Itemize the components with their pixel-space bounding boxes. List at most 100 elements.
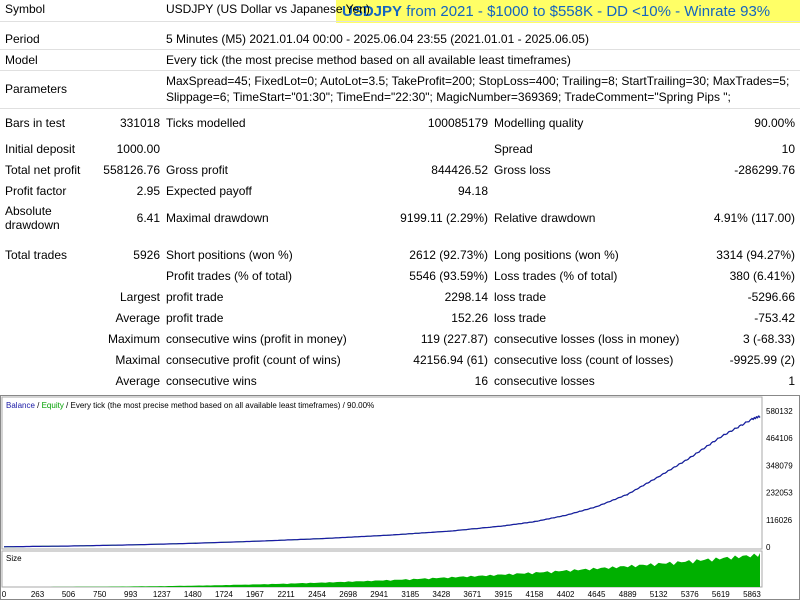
x-tick-label: 5132 [650,590,668,599]
long-label: Long positions (won %) [494,248,619,262]
max-losses-value: 3 (-68.33) [742,332,795,346]
largest-prefix: Largest [119,290,160,304]
maximal-loss-value: -9925.99 (2) [729,353,795,367]
balance-chart: Balance / Equity / Every tick (the most … [0,395,800,600]
maximal-profit-label: consecutive profit (count of wins) [166,353,341,367]
x-tick-label: 2941 [370,590,388,599]
largest-profit-value: 2298.14 [444,290,488,304]
absdd-label-2: drawdown [5,218,60,232]
parameters-line-1: MaxSpread=45; FixedLot=0; AutoLot=3.5; T… [166,74,790,88]
x-tick-label: 4158 [526,590,544,599]
x-tick-label: 3915 [495,590,513,599]
spread-value: 10 [781,142,795,156]
payoff-value: 94.18 [457,184,488,198]
size-area [4,553,760,587]
absdd-label-1: Absolute [5,204,52,218]
maxdd-value: 9199.11 (2.29%) [400,211,488,225]
trades-value: 5926 [133,248,160,262]
series-balance-line [3,415,761,548]
period-label: Period [5,32,40,46]
long-value: 3314 (94.27%) [716,248,795,262]
legend-rest: / Every tick (the most precise method ba… [64,401,374,410]
grossprofit-label: Gross profit [166,163,229,177]
balance-plot-area [1,396,763,550]
maxdd-label: Maximal drawdown [166,211,269,225]
y-tick-label: 232053 [766,489,793,498]
average-prefix: Average [115,311,160,325]
model-label: Model [5,53,38,67]
average2-prefix: Average [115,374,160,388]
y-tick-label: 116026 [766,516,793,525]
grossloss-value: -286299.76 [734,163,795,177]
svg-text:Balance / Equity / Every tick: Balance / Equity / Every tick (the most … [6,401,374,410]
x-tick-label: 4889 [619,590,637,599]
maximal-profit-value: 42156.94 (61) [413,353,488,367]
x-tick-label: 506 [62,590,76,599]
avg-loss-value: -753.42 [754,311,795,325]
max-losses-label: consecutive losses (loss in money) [494,332,680,346]
avg-loss-label: loss trade [494,311,547,325]
grossprofit-value: 844426.52 [431,163,488,177]
ticks-label: Ticks modelled [166,116,246,130]
y-tick-label: 348079 [766,461,793,470]
size-label: Size [6,554,22,563]
largest-profit-label: profit trade [166,290,224,304]
x-tick-label: 3671 [463,590,481,599]
avg-wins-value: 16 [474,374,488,388]
symbol-row: Symbol USDJPY (US Dollar vs Japanese Yen… [0,2,800,20]
legend-balance: Balance [6,401,35,410]
avg-wins-label: consecutive wins [166,374,257,388]
x-tick-label: 4645 [588,590,606,599]
x-tick-label: 750 [93,590,107,599]
max-wins-label: consecutive wins (profit in money) [166,332,347,346]
x-tick-label: 2698 [339,590,357,599]
netprofit-label: Total net profit [5,163,81,177]
symbol-label: Symbol [5,2,46,16]
legend-equity: Equity [42,401,64,410]
deposit-value: 1000.00 [116,142,160,156]
y-tick-label: 0 [766,543,771,552]
banner-pair: USDJPY [342,3,403,20]
profitfactor-label: Profit factor [5,184,67,198]
model-value: Every tick (the most precise method base… [166,53,571,67]
deposit-label: Initial deposit [5,142,76,156]
bars-label: Bars in test [5,116,66,130]
maximum-prefix: Maximum [107,332,160,346]
max-wins-value: 119 (227.87) [420,332,488,346]
largest-loss-label: loss trade [494,290,547,304]
x-tick-label: 263 [31,590,45,599]
spread-label: Spread [494,142,533,156]
reldd-value: 4.91% (117.00) [713,211,795,225]
quality-label: Modelling quality [494,116,584,130]
quality-value: 90.00% [754,116,795,130]
maximal-prefix: Maximal [115,353,160,367]
parameters-line-2: Slippage=6; TimeStart="01:30"; TimeEnd="… [166,90,731,104]
title-banner: USDJPY from 2021 - $1000 to $558K - DD <… [336,0,800,23]
avg-losses-label: consecutive losses [494,374,595,388]
short-label: Short positions (won %) [166,248,293,262]
y-tick-label: 464106 [766,434,793,443]
legend-sep: / [35,401,42,410]
x-tick-label: 0 [2,590,7,599]
losstrades-value: 380 (6.41%) [729,269,795,283]
short-value: 2612 (92.73%) [409,248,488,262]
bars-value: 331018 [119,116,160,130]
x-tick-label: 5619 [712,590,730,599]
x-tick-label: 1237 [153,590,171,599]
reldd-label: Relative drawdown [494,211,596,225]
largest-loss-value: -5296.66 [747,290,795,304]
payoff-label: Expected payoff [166,184,252,198]
banner-text: from 2021 - $1000 to $558K - DD <10% - W… [402,3,771,20]
x-tick-label: 2454 [308,590,326,599]
x-tick-label: 5863 [743,590,761,599]
x-tick-label: 1480 [184,590,202,599]
x-tick-label: 3428 [432,590,450,599]
parameters-label: Parameters [5,82,68,96]
x-tick-label: 993 [124,590,138,599]
grossloss-label: Gross loss [494,163,551,177]
profittrades-value: 5546 (93.59%) [409,269,488,283]
x-tick-label: 3185 [401,590,419,599]
maximal-loss-label: consecutive loss (count of losses) [494,353,674,367]
x-tick-label: 5376 [681,590,699,599]
y-tick-label: 580132 [766,407,793,416]
